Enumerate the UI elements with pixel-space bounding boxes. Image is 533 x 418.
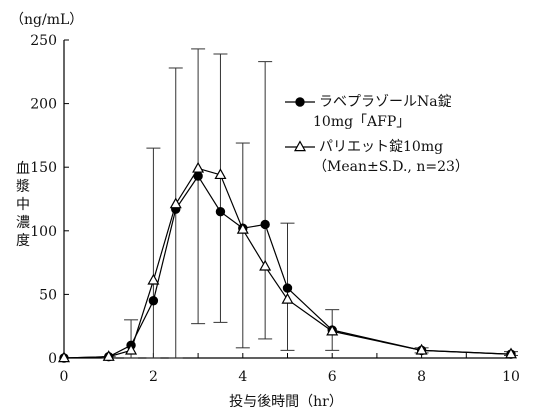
y-tick-label: 150: [30, 160, 57, 176]
y-tick-label: 50: [39, 287, 57, 303]
legend-text: 10mg「AFP」: [313, 114, 410, 130]
legend-marker-1: [295, 97, 305, 107]
data-point-triangle: [192, 161, 205, 173]
legend-text: パリエット錠10mg: [319, 139, 443, 155]
x-tick-label: 4: [238, 369, 247, 385]
y-unit-label: （ng/mL）: [10, 12, 83, 28]
axes: 0 50 100 150 200 250 0 2 4 6 8 10: [30, 33, 520, 385]
data-point-triangle: [125, 343, 138, 355]
data-point-triangle: [281, 292, 294, 304]
data-point-triangle: [214, 168, 227, 180]
data-point-circle: [282, 283, 293, 293]
x-tick-label: 2: [149, 369, 158, 385]
data-point-circle: [148, 296, 159, 306]
y-axis-label-char: 血: [16, 161, 30, 177]
data-point-triangle: [147, 273, 160, 285]
legend-marker-2: [293, 140, 307, 152]
y-axis-label-char: 濃: [16, 215, 30, 231]
data-point-circle: [193, 171, 203, 181]
legend-text: ラベプラゾールNa錠: [319, 94, 452, 110]
y-axis-label-char: 中: [16, 197, 30, 213]
x-tick-label: 10: [502, 369, 520, 385]
data-point-triangle: [169, 197, 182, 209]
x-tick-label: 8: [417, 369, 426, 385]
data-point-circle: [260, 219, 270, 230]
data-point-triangle: [57, 351, 71, 363]
y-tick-label: 200: [30, 97, 57, 113]
y-axis-label-char: 漿: [16, 179, 30, 195]
data-point-triangle: [415, 343, 428, 355]
data-point-triangle: [259, 259, 272, 271]
data-point-triangle: [236, 222, 249, 234]
data-point-circle: [215, 207, 226, 217]
data-point-triangle: [102, 350, 115, 361]
data-point-triangle: [326, 324, 339, 336]
legend: ラベプラゾールNa錠 10mg「AFP」パリエット錠10mg （Mean±S.D.,…: [285, 94, 469, 175]
series-markers: [57, 161, 518, 363]
x-axis-label: 投与後時間（hr）: [229, 394, 343, 410]
x-tick-label: 0: [60, 369, 69, 385]
y-axis-label-char: 度: [16, 233, 30, 249]
error-bars: [101, 48, 518, 359]
y-tick-label: 0: [48, 351, 57, 367]
x-tick-label: 6: [328, 369, 337, 385]
y-tick-label: 250: [30, 33, 57, 49]
legend-text: （Mean±S.D., n=23）: [313, 159, 469, 175]
data-point-triangle: [504, 347, 518, 359]
y-tick-label: 100: [30, 224, 57, 240]
